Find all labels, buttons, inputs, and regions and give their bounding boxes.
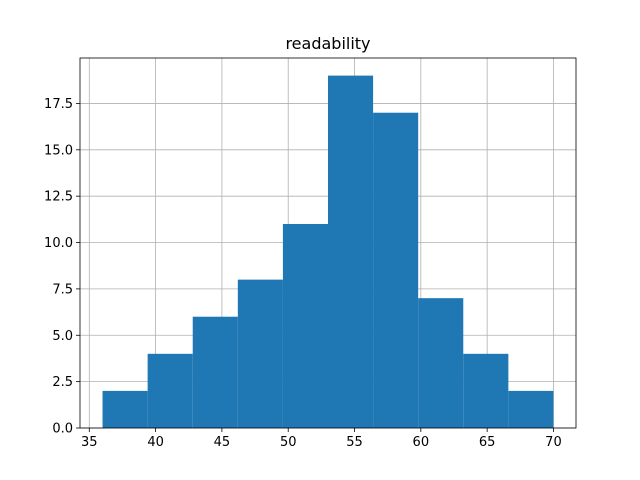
x-tick-label-6: 65	[479, 435, 496, 450]
y-tick-label-0: 0.0	[52, 422, 73, 437]
x-tick-label-7: 70	[545, 435, 562, 450]
y-tick-label-4: 10.0	[44, 236, 73, 251]
histogram-bar-3	[237, 279, 283, 428]
y-tick-label-2: 5.0	[52, 329, 73, 344]
histogram-bar-9	[508, 390, 554, 428]
axes-frame	[79, 57, 577, 429]
x-tick-label-0: 35	[81, 435, 98, 450]
tick-marks: 35 40 45 50 55 60 65 70 0.0 2.5 5.0 7.5 10.0 12.5 15.0…	[44, 97, 562, 450]
y-tick-label-7: 17.5	[44, 97, 73, 112]
histogram-bar-4	[282, 223, 328, 428]
x-tick-label-5: 60	[413, 435, 430, 450]
x-tick-label-1: 40	[147, 435, 164, 450]
histogram-bars	[102, 75, 554, 428]
y-tick-label-3: 7.5	[52, 282, 73, 297]
histogram-bar-5	[328, 75, 374, 428]
histogram-bar-7	[418, 298, 464, 428]
y-tick-label-6: 15.0	[44, 143, 73, 158]
histogram-bar-1	[147, 353, 193, 428]
x-tick-label-4: 55	[346, 435, 363, 450]
chart-title: readability	[285, 34, 370, 53]
x-tick-label-2: 45	[214, 435, 231, 450]
histogram-bar-8	[463, 353, 509, 428]
x-tick-label-3: 50	[280, 435, 297, 450]
histogram-bar-0	[102, 390, 148, 428]
axes	[79, 57, 577, 429]
histogram-bar-6	[373, 112, 419, 428]
y-tick-label-5: 12.5	[44, 190, 73, 205]
histogram-bar-2	[192, 316, 238, 428]
y-tick-label-1: 2.5	[52, 375, 73, 390]
